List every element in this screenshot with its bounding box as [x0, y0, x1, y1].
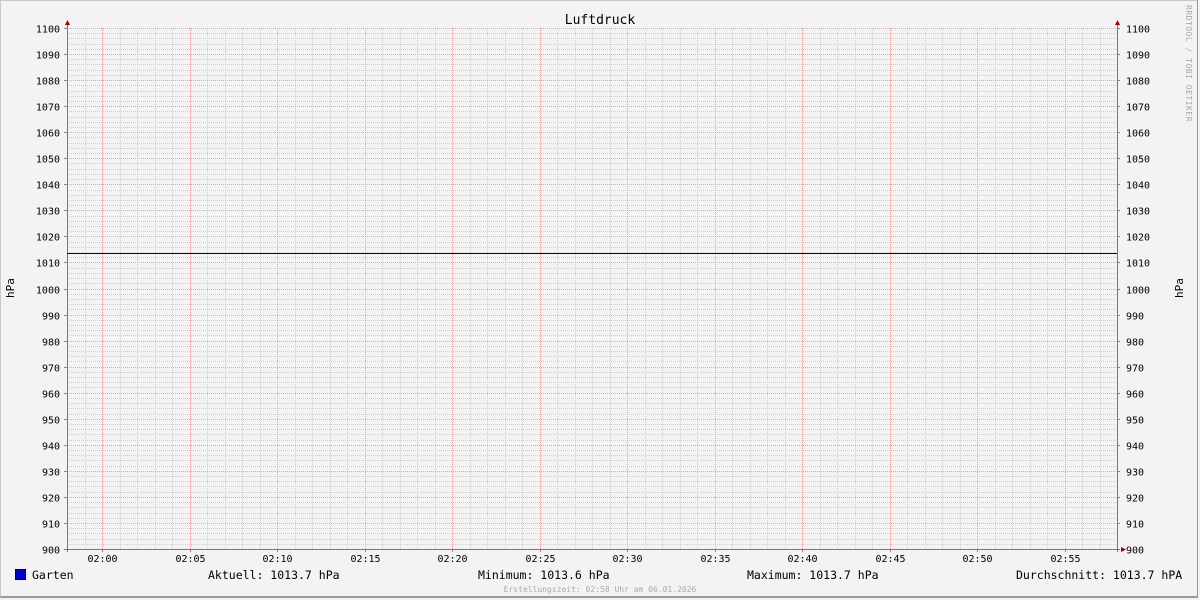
y-axis-label-left: hPa: [4, 278, 17, 298]
y-tick-label-right: 1090: [1126, 51, 1150, 62]
y-tick-label-right: 1010: [1126, 259, 1150, 270]
legend-series: Garten: [15, 568, 74, 582]
y-tick-label-left: 1090: [36, 51, 60, 62]
y-tick-label-left: 910: [42, 520, 60, 531]
y-tick-label-left: 1030: [36, 207, 60, 218]
y-tick-label-left: 930: [42, 468, 60, 479]
creation-time: Erstellungszeit: 02:58 Uhr am 06.01.2026: [503, 585, 697, 594]
y-tick-label-right: 970: [1126, 364, 1144, 375]
x-tick-label: 02:10: [262, 554, 292, 565]
x-tick-label: 02:15: [350, 554, 380, 565]
y-tick-label-right: 1020: [1126, 233, 1150, 244]
x-tick-label: 02:25: [525, 554, 555, 565]
y-tick-label-left: 1050: [36, 155, 60, 166]
y-tick-label-left: 970: [42, 364, 60, 375]
y-tick-label-right: 910: [1126, 520, 1144, 531]
y-tick-label-right: 1000: [1126, 286, 1150, 297]
y-tick-label-right: 1050: [1126, 155, 1150, 166]
y-tick-label-right: 990: [1126, 312, 1144, 323]
x-tick-label: 02:00: [87, 554, 117, 565]
y-tick-label-right: 1100: [1126, 25, 1150, 36]
y-tick-label-left: 950: [42, 416, 60, 427]
y-tick-label-right: 1030: [1126, 207, 1150, 218]
legend-current: Aktuell: 1013.7 hPa: [208, 568, 340, 582]
legend-swatch: [15, 569, 26, 580]
y-tick-label-left: 1070: [36, 103, 60, 114]
y-tick-label-right: 960: [1126, 390, 1144, 401]
y-tick-label-left: 940: [42, 442, 60, 453]
x-tick-label: 02:05: [175, 554, 205, 565]
chart-title: Luftdruck: [565, 13, 636, 28]
y-tick-label-left: 1060: [36, 129, 60, 140]
x-tick-label: 02:45: [875, 554, 905, 565]
y-tick-label-left: 980: [42, 338, 60, 349]
y-tick-label-left: 1040: [36, 181, 60, 192]
legend-average: Durchschnitt: 1013.7 hPA: [1016, 568, 1183, 582]
y-tick-label-right: 930: [1126, 468, 1144, 479]
y-tick-label-left: 1000: [36, 286, 60, 297]
y-tick-label-right: 1040: [1126, 181, 1150, 192]
y-tick-label-left: 920: [42, 494, 60, 505]
legend-series-name: Garten: [32, 568, 74, 582]
y-tick-label-right: 1070: [1126, 103, 1150, 114]
y-tick-label-right: 900: [1126, 546, 1144, 557]
y-tick-label-left: 990: [42, 312, 60, 323]
y-tick-label-left: 1080: [36, 77, 60, 88]
x-axis-arrow: [1121, 547, 1126, 552]
y-axis-arrow-right: [1115, 20, 1120, 25]
x-tick-label: 02:30: [612, 554, 642, 565]
x-tick-label: 02:50: [962, 554, 992, 565]
y-tick-label-left: 1020: [36, 233, 60, 244]
x-tick-label: 02:40: [787, 554, 817, 565]
y-tick-label-right: 1060: [1126, 129, 1150, 140]
legend-maximum: Maximum: 1013.7 hPa: [747, 568, 879, 582]
y-axis-arrow-left: [65, 20, 70, 25]
y-tick-label-right: 980: [1126, 338, 1144, 349]
y-tick-label-right: 920: [1126, 494, 1144, 505]
y-tick-label-right: 1080: [1126, 77, 1150, 88]
y-tick-label-left: 960: [42, 390, 60, 401]
y-tick-label-left: 1100: [36, 25, 60, 36]
x-tick-label: 02:20: [437, 554, 467, 565]
y-tick-label-left: 1010: [36, 259, 60, 270]
x-tick-label: 02:35: [700, 554, 730, 565]
y-tick-label-right: 950: [1126, 416, 1144, 427]
x-tick-label: 02:55: [1050, 554, 1080, 565]
y-axis-label-right: hPa: [1173, 278, 1186, 298]
y-tick-label-left: 900: [42, 546, 60, 557]
watermark: RRDTOOL / TOBI OETIKER: [1184, 5, 1193, 122]
legend-minimum: Minimum: 1013.6 hPa: [478, 568, 610, 582]
y-tick-label-right: 940: [1126, 442, 1144, 453]
